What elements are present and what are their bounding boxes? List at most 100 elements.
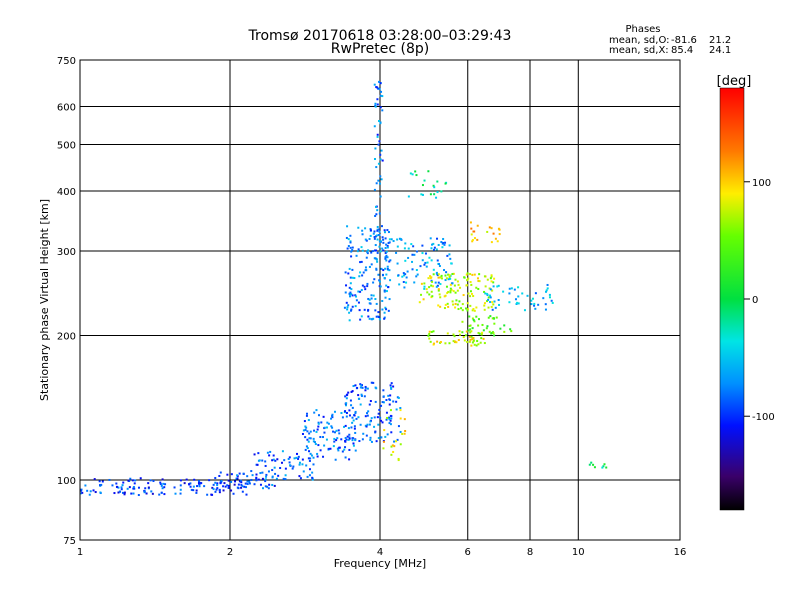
data-point <box>315 409 318 412</box>
data-point <box>237 483 240 486</box>
data-point <box>480 333 483 336</box>
data-point <box>355 417 358 420</box>
data-point <box>365 269 368 272</box>
data-point <box>265 473 268 476</box>
data-point <box>399 407 402 410</box>
data-point <box>128 486 131 489</box>
x-tick-label: 6 <box>465 547 471 558</box>
grid-lines <box>80 60 680 540</box>
data-point <box>130 492 133 495</box>
data-point <box>383 290 386 293</box>
data-point <box>354 384 357 387</box>
data-point <box>378 279 381 282</box>
data-point <box>137 486 140 489</box>
data-point <box>266 485 269 488</box>
data-point <box>484 292 487 295</box>
data-point <box>81 491 84 494</box>
data-point <box>461 303 464 306</box>
data-point <box>397 425 400 428</box>
data-point <box>243 485 246 488</box>
data-point <box>378 212 381 215</box>
data-point <box>466 340 469 343</box>
data-point <box>344 424 347 427</box>
data-point <box>295 456 298 459</box>
data-point <box>440 274 443 277</box>
data-point <box>475 306 478 309</box>
data-point <box>388 416 391 419</box>
data-point <box>344 446 347 449</box>
data-point <box>354 305 357 308</box>
data-point <box>407 195 410 198</box>
data-point <box>374 105 377 108</box>
data-point <box>332 445 335 448</box>
data-point <box>494 306 497 309</box>
data-point <box>485 327 488 330</box>
data-point <box>494 237 497 240</box>
data-point <box>404 273 407 276</box>
data-point <box>323 431 326 434</box>
phases-x-mean: 85.4 <box>671 45 693 56</box>
data-point <box>338 446 341 449</box>
data-point <box>376 135 379 138</box>
y-tick-label: 400 <box>57 187 76 198</box>
data-point <box>212 488 215 491</box>
data-point <box>469 304 472 307</box>
data-point <box>380 90 383 93</box>
data-point <box>345 415 348 418</box>
data-point <box>387 286 390 289</box>
data-point <box>326 421 329 424</box>
data-point <box>396 238 399 241</box>
data-point <box>478 280 481 283</box>
data-point <box>533 304 536 307</box>
data-point <box>306 475 309 478</box>
data-point <box>377 423 380 426</box>
data-point <box>349 276 352 279</box>
data-point <box>323 444 326 447</box>
data-point <box>346 247 349 250</box>
data-point <box>460 307 463 310</box>
data-point <box>428 256 431 259</box>
data-point <box>301 463 304 466</box>
data-point <box>412 245 415 248</box>
data-point <box>349 295 352 298</box>
data-point <box>268 483 271 486</box>
data-point <box>374 214 377 217</box>
data-point <box>362 432 365 435</box>
data-point <box>385 250 388 253</box>
data-point <box>241 490 244 493</box>
data-point <box>476 277 479 280</box>
data-point <box>311 478 314 481</box>
data-point <box>465 330 468 333</box>
data-point <box>383 229 386 232</box>
data-point <box>410 243 413 246</box>
data-point <box>366 282 369 285</box>
data-point <box>395 440 398 443</box>
data-point <box>322 436 325 439</box>
data-point <box>322 415 325 418</box>
data-point <box>503 330 506 333</box>
data-point <box>404 429 407 432</box>
data-point <box>308 474 311 477</box>
data-point <box>215 488 218 491</box>
data-point <box>348 414 351 417</box>
data-point <box>545 290 548 293</box>
data-point <box>404 259 407 262</box>
data-point <box>421 193 424 196</box>
data-point <box>475 286 478 289</box>
data-point <box>384 231 387 234</box>
data-point <box>131 479 134 482</box>
data-point <box>449 283 452 286</box>
data-point <box>490 227 493 230</box>
data-point <box>442 241 445 244</box>
data-point <box>448 244 451 247</box>
data-point <box>523 309 526 312</box>
data-point <box>149 479 152 482</box>
data-point <box>466 279 469 282</box>
data-point <box>430 247 433 250</box>
data-point <box>390 417 393 420</box>
data-point <box>373 125 376 128</box>
data-point <box>365 239 368 242</box>
data-point <box>389 384 392 387</box>
data-point <box>472 230 475 233</box>
data-point <box>378 285 381 288</box>
